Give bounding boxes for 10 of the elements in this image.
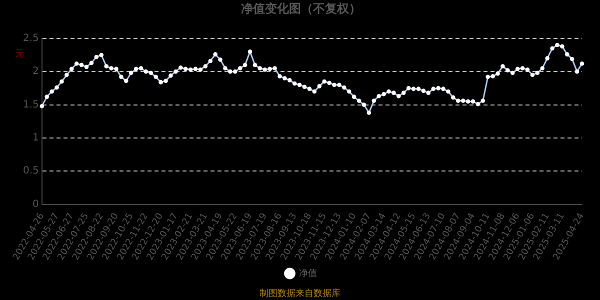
y-tick-label: 2 xyxy=(32,66,39,78)
chart-title: 净值变化图（不复权） xyxy=(241,1,361,16)
y-tick-label: 1 xyxy=(32,132,39,144)
legend-label: 净值 xyxy=(298,268,317,279)
y-tick-label: 0 xyxy=(32,198,39,210)
text: 制图数据来自数据库 xyxy=(260,288,340,299)
y-tick-label: 2.5 xyxy=(22,32,39,44)
y-tick-label: 0.5 xyxy=(22,166,39,177)
y-tick-label: 1.5 xyxy=(22,99,39,110)
y-axis-title: 元 xyxy=(15,48,24,60)
